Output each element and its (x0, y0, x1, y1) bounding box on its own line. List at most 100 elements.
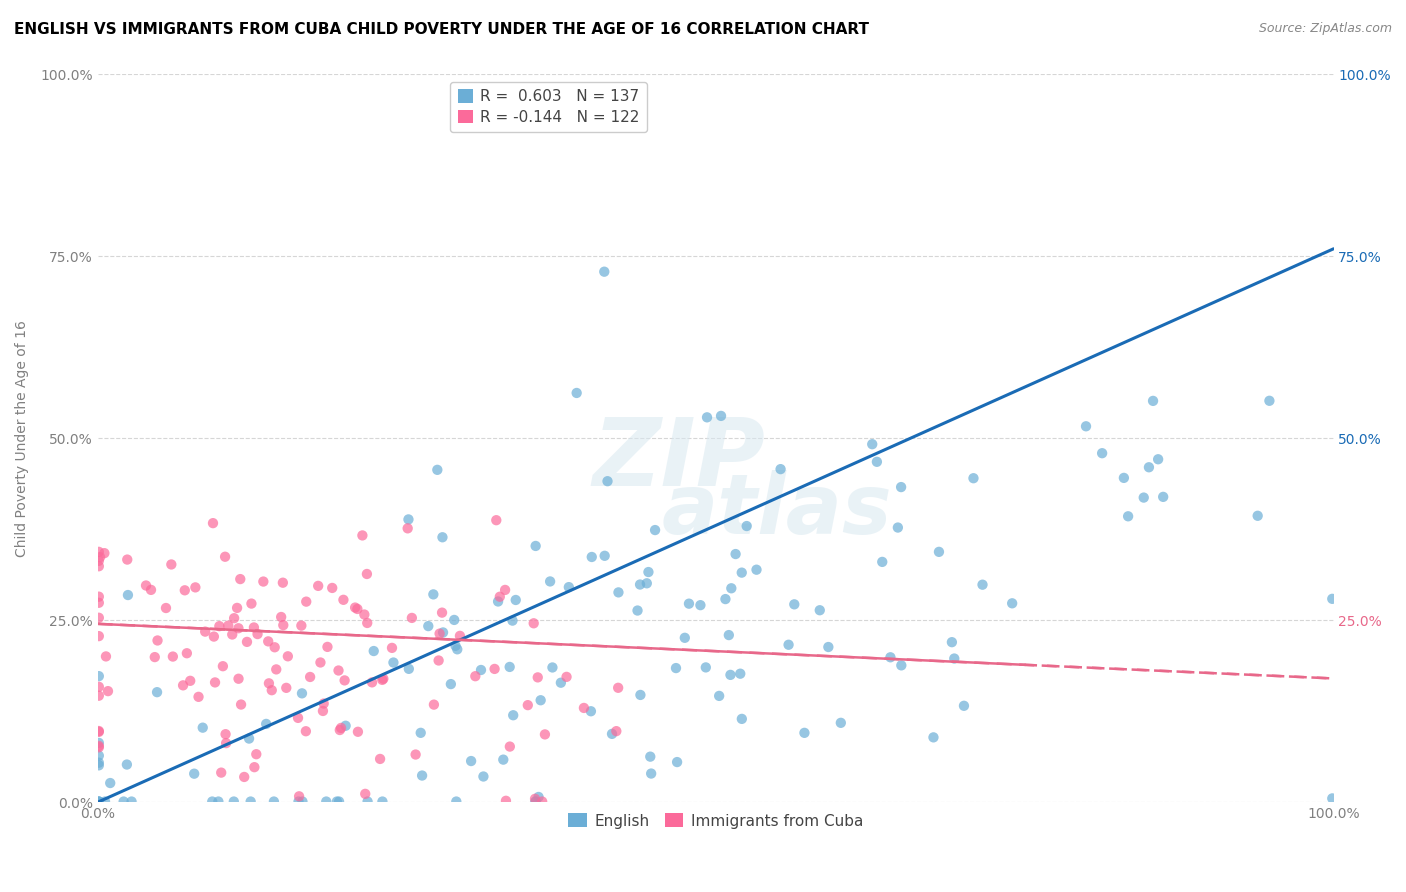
Point (381, 640, 404, 655)
Point (640, 766, 662, 780)
Point (524, 792, 547, 806)
Point (87, 680, 110, 694)
Point (87, 545, 110, 559)
Point (187, 690, 209, 704)
Point (1152, 490, 1174, 504)
Point (243, 620, 266, 634)
Point (531, 795, 554, 809)
Point (344, 600, 367, 615)
Point (446, 642, 468, 657)
Point (291, 686, 314, 700)
Point (276, 681, 298, 695)
Point (432, 530, 454, 544)
Point (263, 795, 285, 809)
Point (172, 678, 194, 692)
Point (1074, 419, 1097, 434)
Point (817, 640, 839, 654)
Point (352, 528, 374, 542)
Point (678, 597, 700, 611)
Point (409, 726, 432, 740)
Point (328, 795, 350, 809)
Point (607, 585, 630, 599)
Point (87, 590, 110, 604)
Point (288, 789, 311, 804)
Point (499, 660, 522, 674)
Point (1001, 596, 1024, 610)
Point (160, 558, 183, 572)
Point (315, 795, 337, 809)
Point (277, 649, 299, 664)
Point (581, 549, 603, 564)
Point (572, 701, 595, 715)
Point (226, 601, 249, 615)
Point (887, 520, 910, 534)
Point (607, 681, 630, 695)
Point (636, 576, 658, 591)
Point (222, 795, 245, 809)
Point (501, 614, 523, 628)
Point (524, 539, 547, 553)
Point (155, 601, 177, 615)
Point (257, 676, 280, 690)
Point (524, 795, 547, 809)
Point (928, 545, 950, 559)
Point (866, 455, 889, 469)
Point (731, 712, 754, 726)
Point (401, 611, 423, 625)
Point (890, 480, 912, 494)
Point (941, 635, 963, 649)
Point (229, 698, 252, 712)
Point (449, 629, 471, 643)
Point (176, 646, 198, 660)
Point (87, 554, 110, 568)
Point (778, 638, 800, 652)
Point (264, 662, 287, 676)
Point (354, 787, 377, 801)
Point (208, 619, 231, 633)
Point (94, 649, 117, 664)
Point (429, 626, 451, 640)
Point (245, 747, 267, 762)
Point (207, 795, 229, 809)
Point (316, 640, 339, 654)
Point (257, 634, 280, 648)
Point (204, 675, 226, 690)
Point (555, 670, 578, 684)
Point (430, 606, 453, 620)
Point (299, 670, 322, 684)
Point (637, 565, 659, 579)
Point (309, 656, 332, 670)
Point (488, 590, 510, 604)
Point (202, 630, 225, 644)
Point (353, 607, 375, 622)
Point (214, 727, 236, 741)
Point (644, 523, 666, 537)
Point (87, 736, 110, 750)
Point (271, 618, 294, 632)
Point (209, 765, 232, 780)
Point (115, 757, 138, 772)
Point (922, 731, 945, 745)
Point (665, 661, 688, 675)
Point (534, 727, 557, 741)
Point (295, 724, 318, 739)
Point (730, 666, 752, 681)
Point (87, 758, 110, 772)
Point (87, 724, 110, 739)
Point (470, 663, 492, 677)
Point (579, 704, 602, 718)
Point (953, 698, 976, 713)
Point (707, 689, 730, 703)
Point (444, 639, 467, 653)
Point (146, 633, 169, 648)
Point (396, 521, 419, 535)
Point (87, 629, 110, 643)
Point (538, 574, 561, 589)
Point (516, 698, 538, 713)
Point (243, 760, 266, 774)
Point (87, 756, 110, 770)
Point (238, 731, 260, 746)
Point (121, 795, 143, 809)
Point (640, 749, 662, 764)
Point (769, 462, 792, 476)
